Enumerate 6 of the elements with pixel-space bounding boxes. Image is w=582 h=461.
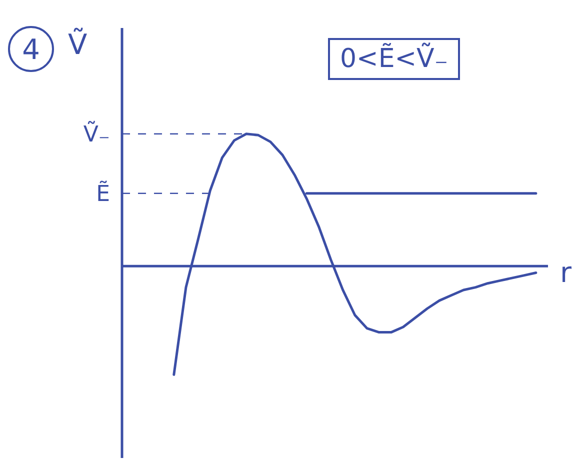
y-axis-title: Ṽ [68,28,88,61]
ref-line-label: Ṽ₋ [83,120,110,148]
box-outline: 0<Ẽ<Ṽ₋ [328,38,460,80]
x-axis-title: r [560,256,572,289]
circle-outline: 4 [8,26,54,72]
ref-line-label: Ẽ [96,180,110,208]
